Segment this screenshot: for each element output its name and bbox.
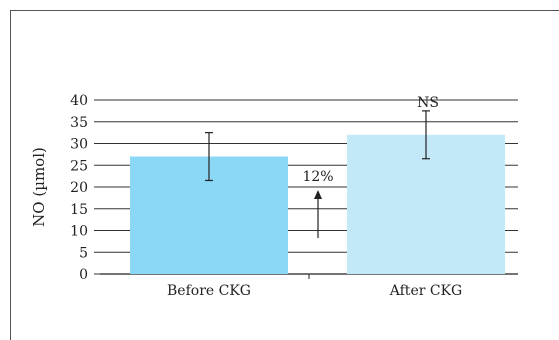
y-tick-label: 35 [70, 115, 88, 131]
y-tick-label: 0 [79, 267, 88, 283]
y-tick-label: 15 [70, 202, 88, 218]
y-tick-label: 5 [79, 245, 88, 261]
y-tick-labels: 0 5 10 15 20 25 30 35 40 [70, 93, 88, 283]
significance-label: NS [417, 95, 439, 111]
y-tick-label: 10 [70, 224, 88, 240]
y-tick-label: 40 [70, 93, 88, 109]
error-bars [205, 110, 430, 182]
x-tick-label: Before CKG [167, 283, 251, 299]
x-tick-labels: Before CKG After CKG [167, 283, 462, 299]
annotations: 12% NS [302, 95, 439, 238]
x-tick-label: After CKG [389, 283, 462, 299]
chart-frame [10, 10, 559, 340]
y-tick-label: 30 [70, 137, 88, 153]
y-axis-label: NO (µmol) [30, 147, 48, 227]
y-tick-label: 25 [70, 158, 88, 174]
y-tick-label: 20 [70, 180, 88, 196]
change-percent-label: 12% [302, 169, 333, 185]
increase-arrow-head [314, 190, 322, 199]
